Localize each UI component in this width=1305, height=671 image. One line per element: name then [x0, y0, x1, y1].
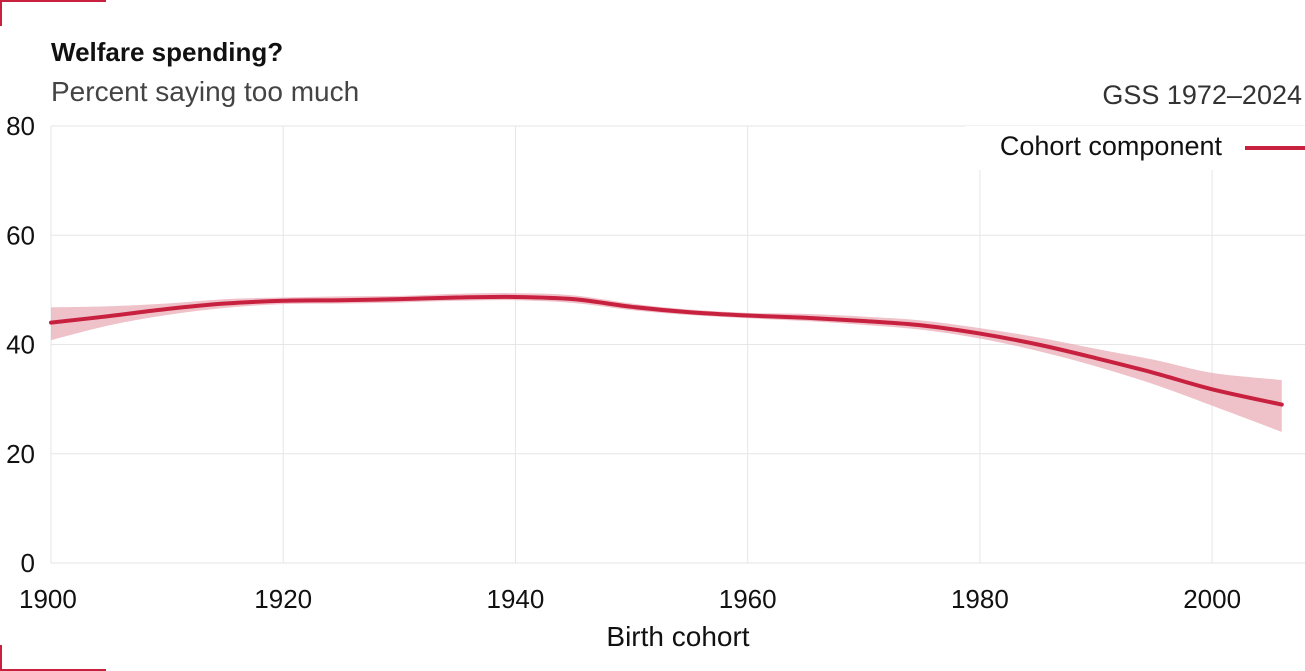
- confidence-band-layer: [51, 293, 1282, 432]
- corner-mark-top-vertical: [0, 0, 2, 26]
- legend-label: Cohort component: [999, 131, 1222, 161]
- series-line-layer: [49, 294, 1284, 407]
- y-axis-ticks: 0 20 40 60 80: [6, 111, 35, 578]
- grid: [50, 125, 1305, 564]
- x-tick-label: 1960: [719, 584, 777, 614]
- y-tick-label: 80: [6, 111, 35, 141]
- y-tick-label: 0: [21, 548, 35, 578]
- x-tick-label: 1900: [19, 584, 77, 614]
- x-tick-label: 1920: [254, 584, 312, 614]
- y-tick-label: 40: [6, 330, 35, 360]
- series-line: [49, 294, 1284, 407]
- corner-mark-bottom: [0, 669, 106, 671]
- chart-subtitle: Percent saying too much: [51, 76, 360, 107]
- confidence-band: [51, 293, 1282, 432]
- x-tick-label: 1980: [951, 584, 1009, 614]
- corner-mark-top: [0, 0, 106, 2]
- chart-title: Welfare spending?: [51, 37, 284, 67]
- legend-swatch: [1245, 146, 1305, 150]
- corner-mark-bottom-vertical: [0, 645, 2, 671]
- x-tick-label: 1940: [487, 584, 545, 614]
- y-tick-label: 20: [6, 439, 35, 469]
- x-tick-label: 2000: [1183, 584, 1241, 614]
- legend: Cohort component: [965, 126, 1305, 170]
- x-axis-ticks: 1900 1920 1940 1960 1980 2000: [19, 584, 1241, 614]
- y-tick-label: 60: [6, 220, 35, 250]
- x-axis-title: Birth cohort: [606, 621, 750, 652]
- data-source-label: GSS 1972–2024: [1102, 80, 1302, 110]
